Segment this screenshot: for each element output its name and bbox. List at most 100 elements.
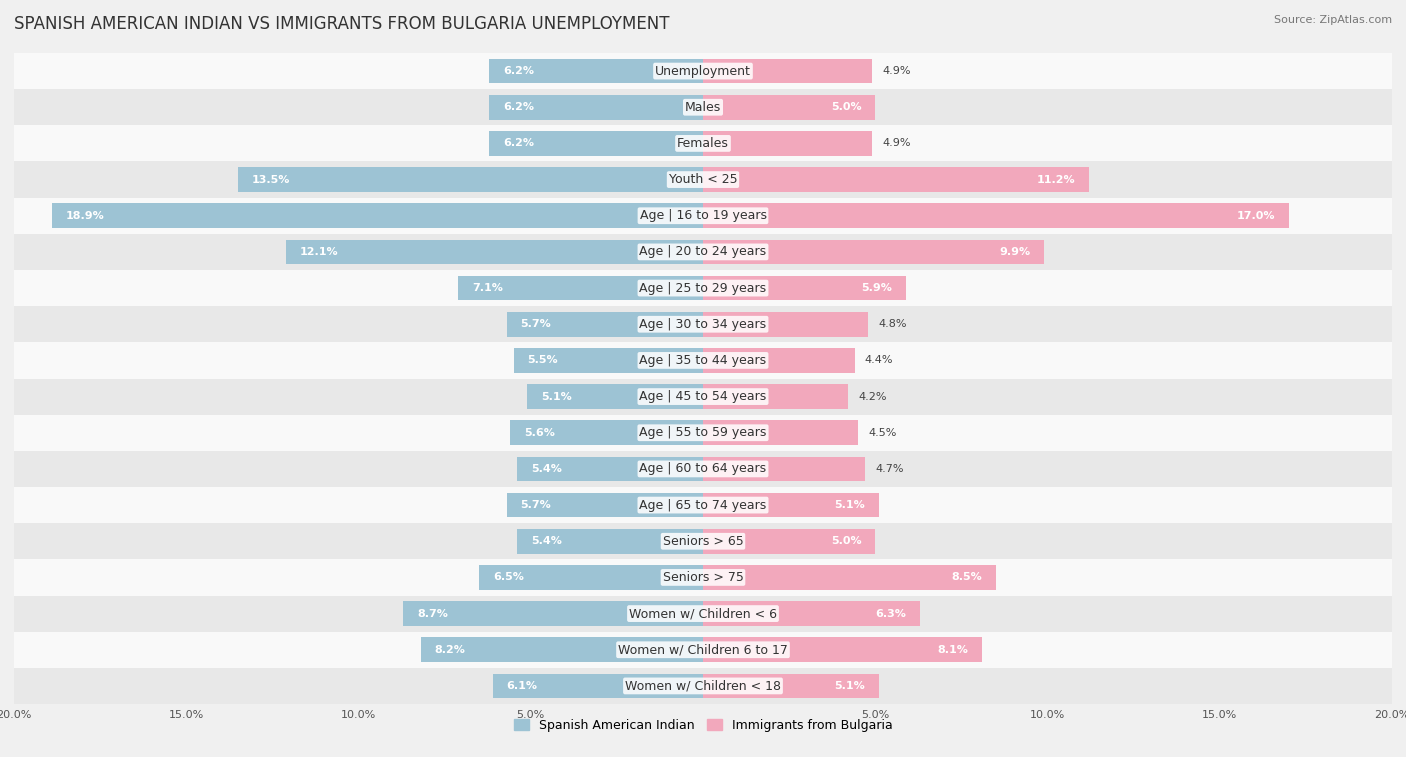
Text: 13.5%: 13.5% <box>252 175 290 185</box>
Bar <box>14 559 1392 596</box>
Text: 6.3%: 6.3% <box>876 609 907 618</box>
Text: 5.4%: 5.4% <box>531 536 561 547</box>
Bar <box>14 306 1392 342</box>
Text: Age | 65 to 74 years: Age | 65 to 74 years <box>640 499 766 512</box>
Bar <box>703 95 875 120</box>
Text: Age | 60 to 64 years: Age | 60 to 64 years <box>640 463 766 475</box>
Bar <box>703 204 1289 228</box>
Bar <box>489 131 703 156</box>
Text: Source: ZipAtlas.com: Source: ZipAtlas.com <box>1274 15 1392 25</box>
Bar <box>703 59 872 83</box>
Bar <box>703 312 869 337</box>
Bar <box>14 126 1392 161</box>
Bar <box>14 161 1392 198</box>
Bar <box>506 312 703 337</box>
Text: 5.5%: 5.5% <box>527 356 558 366</box>
Text: Women w/ Children < 18: Women w/ Children < 18 <box>626 680 780 693</box>
Text: 4.9%: 4.9% <box>882 66 911 76</box>
Text: 8.7%: 8.7% <box>418 609 449 618</box>
Bar <box>14 342 1392 378</box>
Text: Women w/ Children < 6: Women w/ Children < 6 <box>628 607 778 620</box>
Text: 5.6%: 5.6% <box>524 428 555 438</box>
Bar <box>703 674 879 698</box>
Text: Age | 35 to 44 years: Age | 35 to 44 years <box>640 354 766 367</box>
Text: Seniors > 75: Seniors > 75 <box>662 571 744 584</box>
Bar <box>420 637 703 662</box>
Bar <box>489 59 703 83</box>
Text: 8.2%: 8.2% <box>434 645 465 655</box>
Text: 4.9%: 4.9% <box>882 139 911 148</box>
Bar <box>14 53 1392 89</box>
Bar <box>703 240 1045 264</box>
Text: Age | 30 to 34 years: Age | 30 to 34 years <box>640 318 766 331</box>
Text: SPANISH AMERICAN INDIAN VS IMMIGRANTS FROM BULGARIA UNEMPLOYMENT: SPANISH AMERICAN INDIAN VS IMMIGRANTS FR… <box>14 15 669 33</box>
Text: 4.2%: 4.2% <box>858 391 887 401</box>
Text: 5.1%: 5.1% <box>834 500 865 510</box>
Bar <box>703 565 995 590</box>
Bar <box>458 276 703 301</box>
Text: 5.7%: 5.7% <box>520 500 551 510</box>
Text: 4.7%: 4.7% <box>875 464 904 474</box>
Bar <box>14 631 1392 668</box>
Text: 5.1%: 5.1% <box>834 681 865 691</box>
Bar <box>14 270 1392 306</box>
Bar <box>479 565 703 590</box>
Bar <box>703 348 855 372</box>
Text: 7.1%: 7.1% <box>472 283 503 293</box>
Text: 8.1%: 8.1% <box>938 645 969 655</box>
Text: 5.0%: 5.0% <box>831 102 862 112</box>
Text: 17.0%: 17.0% <box>1236 210 1275 221</box>
Text: 18.9%: 18.9% <box>66 210 104 221</box>
Bar <box>703 601 920 626</box>
Bar <box>517 456 703 481</box>
Text: 6.1%: 6.1% <box>506 681 537 691</box>
Bar <box>703 167 1088 192</box>
Bar <box>14 415 1392 451</box>
Text: Age | 45 to 54 years: Age | 45 to 54 years <box>640 390 766 403</box>
Text: 6.5%: 6.5% <box>494 572 524 582</box>
Bar <box>703 529 875 553</box>
Text: 4.8%: 4.8% <box>879 319 907 329</box>
Text: 5.0%: 5.0% <box>831 536 862 547</box>
Text: Unemployment: Unemployment <box>655 64 751 77</box>
Text: Males: Males <box>685 101 721 114</box>
Text: 6.2%: 6.2% <box>503 66 534 76</box>
Bar <box>703 276 907 301</box>
Bar <box>52 204 703 228</box>
Bar <box>527 385 703 409</box>
Bar <box>14 596 1392 631</box>
Text: 6.2%: 6.2% <box>503 102 534 112</box>
Text: 4.4%: 4.4% <box>865 356 893 366</box>
Text: 12.1%: 12.1% <box>299 247 339 257</box>
Bar <box>517 529 703 553</box>
Bar <box>238 167 703 192</box>
Bar <box>14 487 1392 523</box>
Text: 8.5%: 8.5% <box>952 572 981 582</box>
Text: Age | 55 to 59 years: Age | 55 to 59 years <box>640 426 766 439</box>
Text: 9.9%: 9.9% <box>1000 247 1031 257</box>
Bar <box>510 420 703 445</box>
Bar <box>703 385 848 409</box>
Bar <box>404 601 703 626</box>
Text: 5.1%: 5.1% <box>541 391 572 401</box>
Bar <box>14 451 1392 487</box>
Bar <box>506 493 703 517</box>
Text: Age | 16 to 19 years: Age | 16 to 19 years <box>640 209 766 223</box>
Text: Age | 20 to 24 years: Age | 20 to 24 years <box>640 245 766 258</box>
Bar <box>703 131 872 156</box>
Bar <box>494 674 703 698</box>
Text: Age | 25 to 29 years: Age | 25 to 29 years <box>640 282 766 294</box>
Bar <box>703 637 981 662</box>
Bar <box>14 378 1392 415</box>
Bar <box>703 456 865 481</box>
Text: 5.7%: 5.7% <box>520 319 551 329</box>
Bar <box>14 89 1392 126</box>
Text: Seniors > 65: Seniors > 65 <box>662 534 744 548</box>
Bar <box>14 198 1392 234</box>
Text: Women w/ Children 6 to 17: Women w/ Children 6 to 17 <box>619 643 787 656</box>
Legend: Spanish American Indian, Immigrants from Bulgaria: Spanish American Indian, Immigrants from… <box>509 714 897 737</box>
Text: 5.4%: 5.4% <box>531 464 561 474</box>
Text: 4.5%: 4.5% <box>869 428 897 438</box>
Text: 6.2%: 6.2% <box>503 139 534 148</box>
Bar <box>14 523 1392 559</box>
